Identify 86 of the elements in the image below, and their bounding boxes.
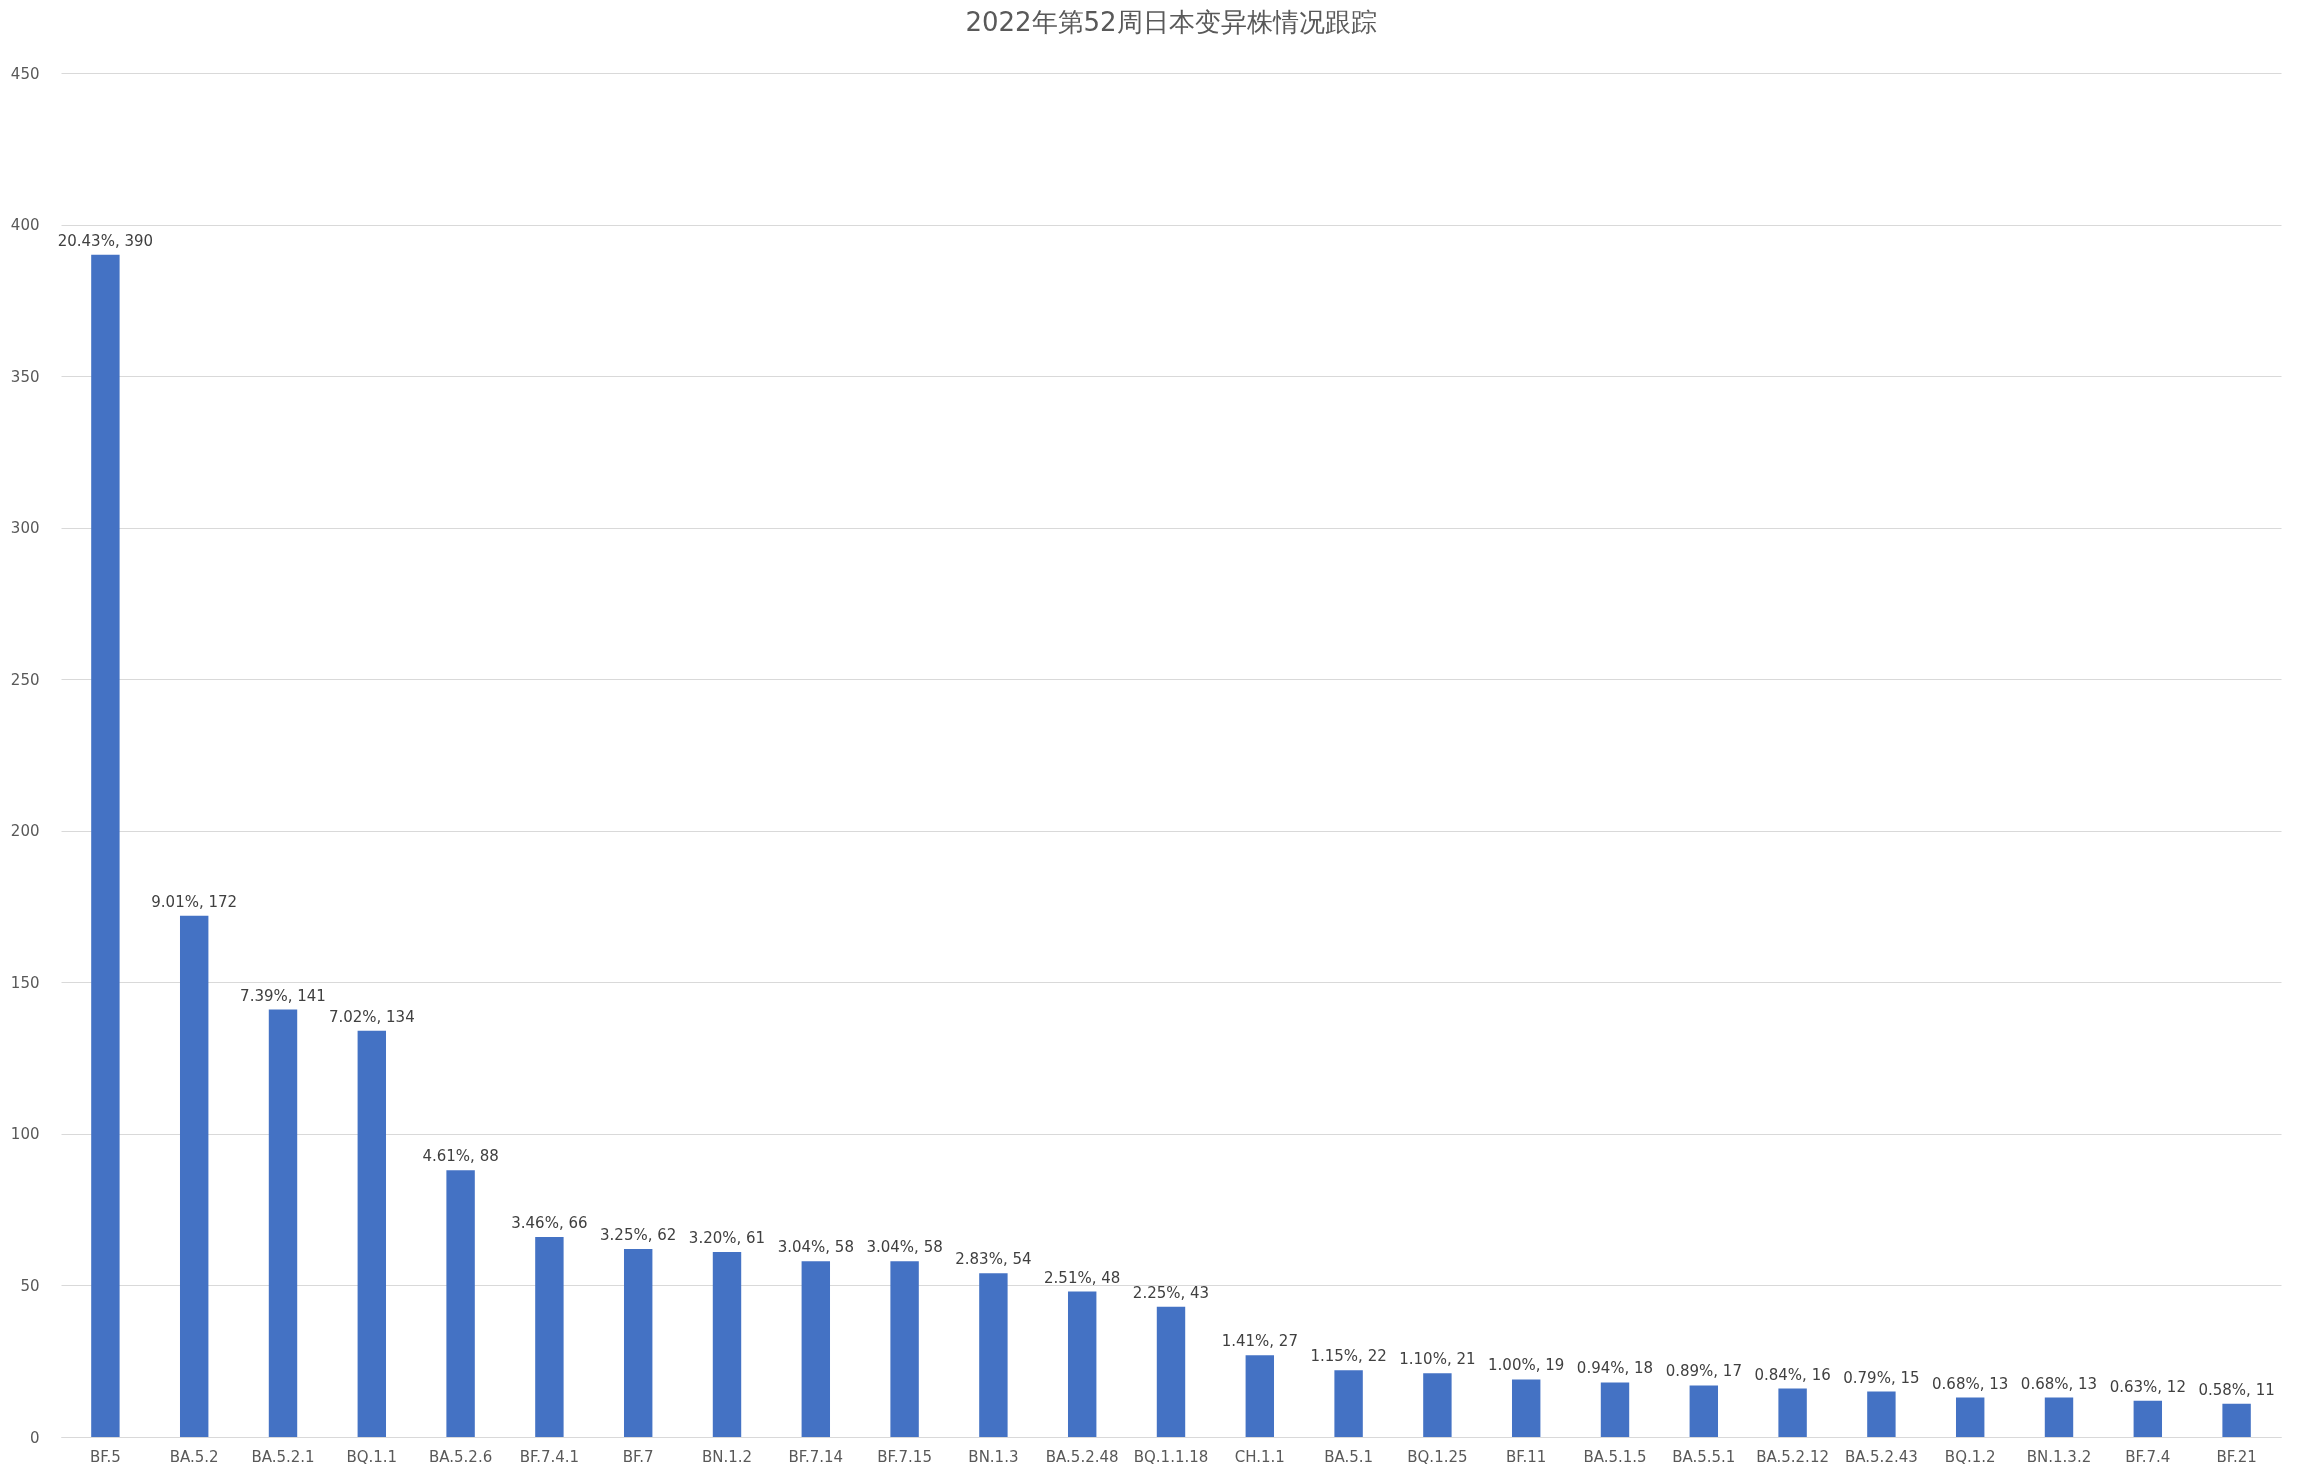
x-tick-label: BQ.1.25	[1407, 1447, 1468, 1466]
bar	[1334, 1370, 1363, 1437]
x-tick-label: BF.7.14	[788, 1447, 844, 1466]
data-label: 20.43%, 390	[57, 231, 154, 250]
data-label: 3.04%, 58	[866, 1238, 943, 1257]
bar	[801, 1261, 831, 1437]
data-label: 1.41%, 27	[1221, 1332, 1298, 1351]
data-label: 3.25%, 62	[600, 1226, 677, 1245]
data-label: 2.51%, 48	[1044, 1268, 1121, 1287]
bar	[2044, 1397, 2074, 1437]
bar	[1778, 1388, 1807, 1437]
bar	[446, 1170, 475, 1437]
bar	[979, 1273, 1008, 1437]
y-tick-label: 50	[20, 1276, 40, 1295]
chart-title: 2022年第52周日本变异株情况跟踪	[965, 7, 1377, 37]
data-label: 1.10%, 21	[1399, 1350, 1476, 1369]
bar	[357, 1030, 387, 1437]
x-tick-label: BF.7	[622, 1447, 654, 1466]
x-tick-label: BA.5.1	[1324, 1447, 1374, 1466]
data-label: 3.20%, 61	[688, 1229, 766, 1248]
bar	[890, 1261, 919, 1437]
y-tick-label: 300	[10, 519, 40, 538]
x-tick-label: BA.5.2.6	[428, 1447, 493, 1466]
x-tick-label: BA.5.2.43	[1845, 1447, 1918, 1466]
data-label: 7.02%, 134	[328, 1007, 415, 1026]
data-label: 0.68%, 13	[1932, 1374, 2009, 1393]
data-label: 0.58%, 11	[2198, 1380, 2275, 1399]
y-tick-label: 150	[10, 973, 40, 992]
data-label: 0.79%, 15	[1843, 1368, 1920, 1387]
data-label: 1.00%, 19	[1488, 1356, 1565, 1375]
x-tick-label: BA.5.2	[169, 1447, 219, 1466]
bar	[1067, 1291, 1097, 1437]
y-tick-label: 200	[10, 822, 40, 841]
x-tick-label: BQ.1.1	[346, 1447, 398, 1466]
bar	[91, 254, 120, 1437]
data-label: 0.94%, 18	[1576, 1359, 1654, 1378]
data-label: 2.83%, 54	[955, 1250, 1032, 1269]
x-tick-label: BA.5.2.48	[1045, 1447, 1119, 1466]
data-label: 9.01%, 172	[151, 892, 238, 911]
data-label: 2.25%, 43	[1132, 1283, 1210, 1302]
bar	[179, 915, 209, 1437]
x-tick-label: BF.7.4.1	[519, 1447, 580, 1466]
x-tick-label: BQ.1.2	[1944, 1447, 1996, 1466]
x-tick-label: BF.11	[1506, 1447, 1547, 1466]
x-tick-label: BN.1.3.2	[2026, 1447, 2092, 1466]
x-tick-label: BN.1.2	[701, 1447, 753, 1466]
bar	[1245, 1355, 1275, 1437]
y-tick-label: 0	[29, 1428, 40, 1447]
bar	[1600, 1382, 1630, 1437]
data-label: 3.04%, 58	[777, 1238, 854, 1257]
x-tick-label: BA.5.2.12	[1756, 1447, 1829, 1466]
data-label: 7.39%, 141	[240, 986, 326, 1005]
data-label: 4.61%, 88	[422, 1147, 499, 1166]
y-tick-label: 100	[10, 1125, 40, 1144]
x-tick-label: BA.5.5.1	[1672, 1447, 1736, 1466]
bar	[2222, 1403, 2251, 1437]
bar	[1511, 1379, 1541, 1437]
data-label: 0.89%, 17	[1665, 1362, 1742, 1381]
y-tick-label: 250	[10, 670, 40, 689]
y-tick-label: 450	[10, 64, 40, 83]
bar	[535, 1236, 564, 1437]
y-tick-label: 400	[10, 216, 40, 235]
data-label: 0.63%, 12	[2109, 1377, 2186, 1396]
bar	[1423, 1373, 1452, 1437]
data-label: 0.84%, 16	[1754, 1365, 1831, 1384]
data-label: 1.15%, 22	[1310, 1347, 1387, 1366]
x-tick-label: BF.5	[89, 1447, 121, 1466]
bar	[1689, 1385, 1719, 1437]
x-tick-label: BN.1.3	[968, 1447, 1019, 1466]
bar	[268, 1009, 298, 1437]
y-tick-label: 350	[10, 367, 40, 386]
data-label: 0.68%, 13	[2020, 1374, 2098, 1393]
bar	[1156, 1306, 1186, 1437]
bar	[1867, 1391, 1896, 1437]
bar	[1955, 1397, 1985, 1437]
x-tick-label: BA.5.2.1	[251, 1447, 315, 1466]
x-tick-label: BF.7.4	[2125, 1447, 2171, 1466]
x-tick-label: CH.1.1	[1234, 1447, 1285, 1466]
data-label: 3.46%, 66	[511, 1213, 588, 1232]
x-tick-label: BQ.1.1.18	[1133, 1447, 1209, 1466]
bar	[2133, 1400, 2163, 1437]
x-tick-label: BA.5.1.5	[1583, 1447, 1647, 1466]
bar	[712, 1252, 742, 1437]
x-tick-label: BF.21	[2216, 1447, 2257, 1466]
x-tick-label: BF.7.15	[877, 1447, 932, 1466]
bar	[623, 1249, 653, 1437]
